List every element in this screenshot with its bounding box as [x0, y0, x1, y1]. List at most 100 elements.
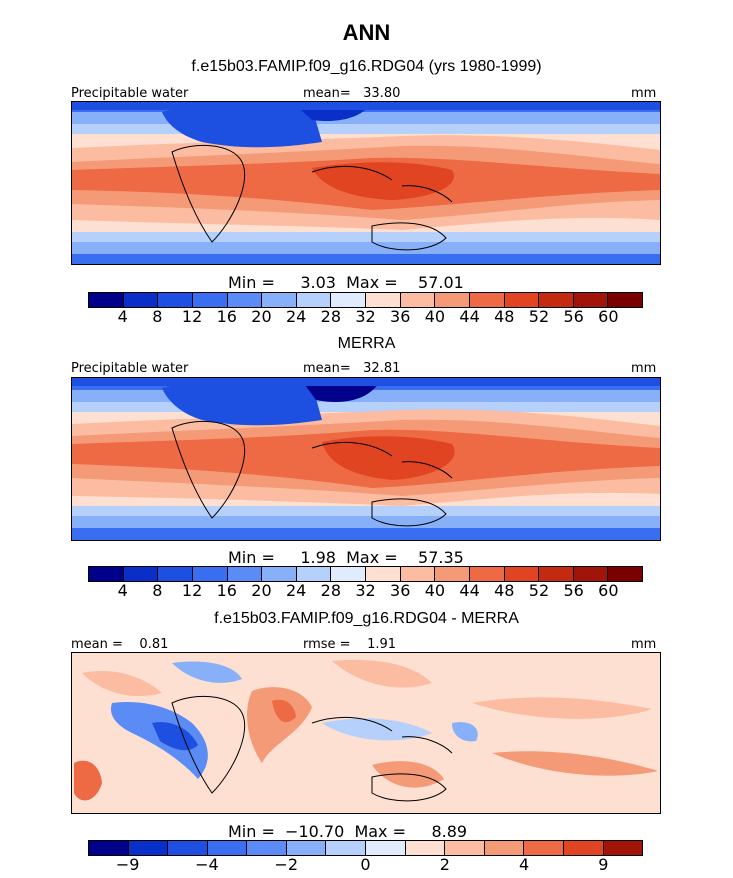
- colorbar-tick-label: 36: [390, 307, 411, 326]
- colorbar-tick-label: 32: [355, 581, 376, 600]
- colorbar-swatch: [192, 567, 228, 581]
- panel2-colorbar: [88, 566, 643, 582]
- colorbar-tick-label: 20: [251, 307, 272, 326]
- panel2-minmax: Min = 1.98 Max = 57.35: [228, 548, 464, 567]
- colorbar-swatch: [128, 841, 169, 855]
- colorbar-swatch: [435, 567, 470, 581]
- colorbar-tick-label: 20: [251, 581, 272, 600]
- colorbar-swatch: [158, 567, 193, 581]
- panel1-map: [71, 101, 661, 265]
- colorbar-tick-label: 56: [563, 307, 584, 326]
- colorbar-swatch: [366, 841, 406, 855]
- colorbar-tick-label: 44: [459, 307, 480, 326]
- colorbar-tick-label: 2: [439, 855, 450, 874]
- colorbar-tick-label: −4: [195, 855, 219, 874]
- colorbar-tick-label: 48: [494, 581, 515, 600]
- colorbar-swatch: [573, 567, 609, 581]
- panel1-title: f.e15b03.FAMIP.f09_g16.RDG04 (yrs 1980-1…: [191, 58, 542, 75]
- colorbar-swatch: [296, 567, 332, 581]
- colorbar-tick-label: 36: [390, 581, 411, 600]
- colorbar-tick-label: 12: [181, 581, 203, 600]
- panel2-mean-label: mean= 32.81: [303, 361, 401, 376]
- colorbar-swatch: [608, 293, 642, 307]
- colorbar-swatch: [89, 567, 124, 581]
- panel3-title: f.e15b03.FAMIP.f09_g16.RDG04 - MERRA: [214, 610, 519, 627]
- panel2-map: [71, 377, 661, 541]
- colorbar-swatch: [123, 567, 159, 581]
- colorbar-swatch: [405, 841, 446, 855]
- panel2-left-label: Precipitable water: [71, 361, 189, 376]
- colorbar-swatch: [484, 841, 525, 855]
- panel1-left-label: Precipitable water: [71, 86, 189, 101]
- colorbar-swatch: [192, 293, 228, 307]
- colorbar-tick-label: 16: [216, 307, 237, 326]
- colorbar-tick-label: −2: [274, 855, 298, 874]
- colorbar-swatch: [563, 841, 604, 855]
- colorbar-swatch: [366, 293, 401, 307]
- panel1-units-label: mm: [631, 86, 657, 101]
- colorbar-swatch: [435, 293, 470, 307]
- colorbar-swatch: [504, 567, 540, 581]
- colorbar-swatch: [262, 567, 297, 581]
- colorbar-swatch: [573, 293, 609, 307]
- colorbar-tick-label: 4: [117, 581, 128, 600]
- colorbar-swatch: [331, 293, 366, 307]
- colorbar-tick-label: 12: [181, 307, 203, 326]
- colorbar-swatch: [366, 567, 401, 581]
- colorbar-tick-label: 0: [360, 855, 371, 874]
- colorbar-swatch: [469, 293, 505, 307]
- colorbar-swatch: [400, 567, 436, 581]
- colorbar-swatch: [603, 841, 643, 855]
- colorbar-swatch: [469, 567, 505, 581]
- panel3-map: [71, 652, 661, 814]
- panel3-colorbar-ticks: −9 −4 −2 0 2 4 9: [88, 855, 641, 875]
- panel3-colorbar: [88, 840, 643, 856]
- panel2-colorbar-ticks: 4 8 12 16 20 24 28 32 36 40 44 48 52 56 60: [88, 581, 641, 601]
- colorbar-tick-label: 60: [598, 581, 619, 600]
- figure-title: ANN: [342, 20, 391, 45]
- colorbar-swatch: [608, 567, 642, 581]
- colorbar-tick-label: 40: [424, 581, 446, 600]
- colorbar-tick-label: 52: [528, 307, 550, 326]
- colorbar-swatch: [296, 293, 332, 307]
- colorbar-tick-label: 48: [494, 307, 515, 326]
- panel3-mean-label: mean = 0.81: [71, 637, 169, 652]
- colorbar-swatch: [504, 293, 540, 307]
- colorbar-tick-label: 52: [528, 581, 550, 600]
- panel3-rmse-label: rmse = 1.91: [303, 637, 397, 652]
- colorbar-tick-label: 4: [518, 855, 530, 874]
- panel1-minmax: Min = 3.03 Max = 57.01: [228, 273, 464, 292]
- colorbar-swatch: [445, 841, 485, 855]
- colorbar-swatch: [539, 567, 574, 581]
- panel1-colorbar: [88, 292, 643, 308]
- colorbar-swatch: [524, 841, 564, 855]
- colorbar-swatch: [123, 293, 159, 307]
- colorbar-tick-label: 4: [117, 307, 128, 326]
- colorbar-tick-label: 9: [598, 855, 609, 874]
- colorbar-swatch: [89, 841, 129, 855]
- colorbar-tick-label: 40: [424, 307, 446, 326]
- colorbar-tick-label: 16: [216, 581, 237, 600]
- colorbar-swatch: [539, 293, 574, 307]
- colorbar-tick-label: 28: [320, 307, 341, 326]
- colorbar-swatch: [89, 293, 124, 307]
- colorbar-swatch: [286, 841, 327, 855]
- colorbar-swatch: [227, 567, 263, 581]
- panel3-units-label: mm: [631, 637, 657, 652]
- colorbar-tick-label: 32: [355, 307, 376, 326]
- panel2-title: MERRA: [337, 335, 396, 352]
- colorbar-tick-label: 44: [459, 581, 480, 600]
- panel2-units-label: mm: [631, 361, 657, 376]
- colorbar-tick-label: 60: [598, 307, 619, 326]
- colorbar-swatch: [400, 293, 436, 307]
- panel1-colorbar-ticks: 4 8 12 16 20 24 28 32 36 40 44 48 52 56 60: [88, 307, 641, 327]
- colorbar-tick-label: −9: [115, 855, 140, 874]
- colorbar-tick-label: 8: [152, 581, 163, 600]
- colorbar-swatch: [207, 841, 248, 855]
- colorbar-tick-label: 56: [563, 581, 584, 600]
- colorbar-tick-label: 8: [152, 307, 163, 326]
- colorbar-tick-label: 24: [285, 307, 307, 326]
- colorbar-swatch: [331, 567, 366, 581]
- colorbar-swatch: [168, 841, 208, 855]
- colorbar-tick-label: 24: [285, 581, 307, 600]
